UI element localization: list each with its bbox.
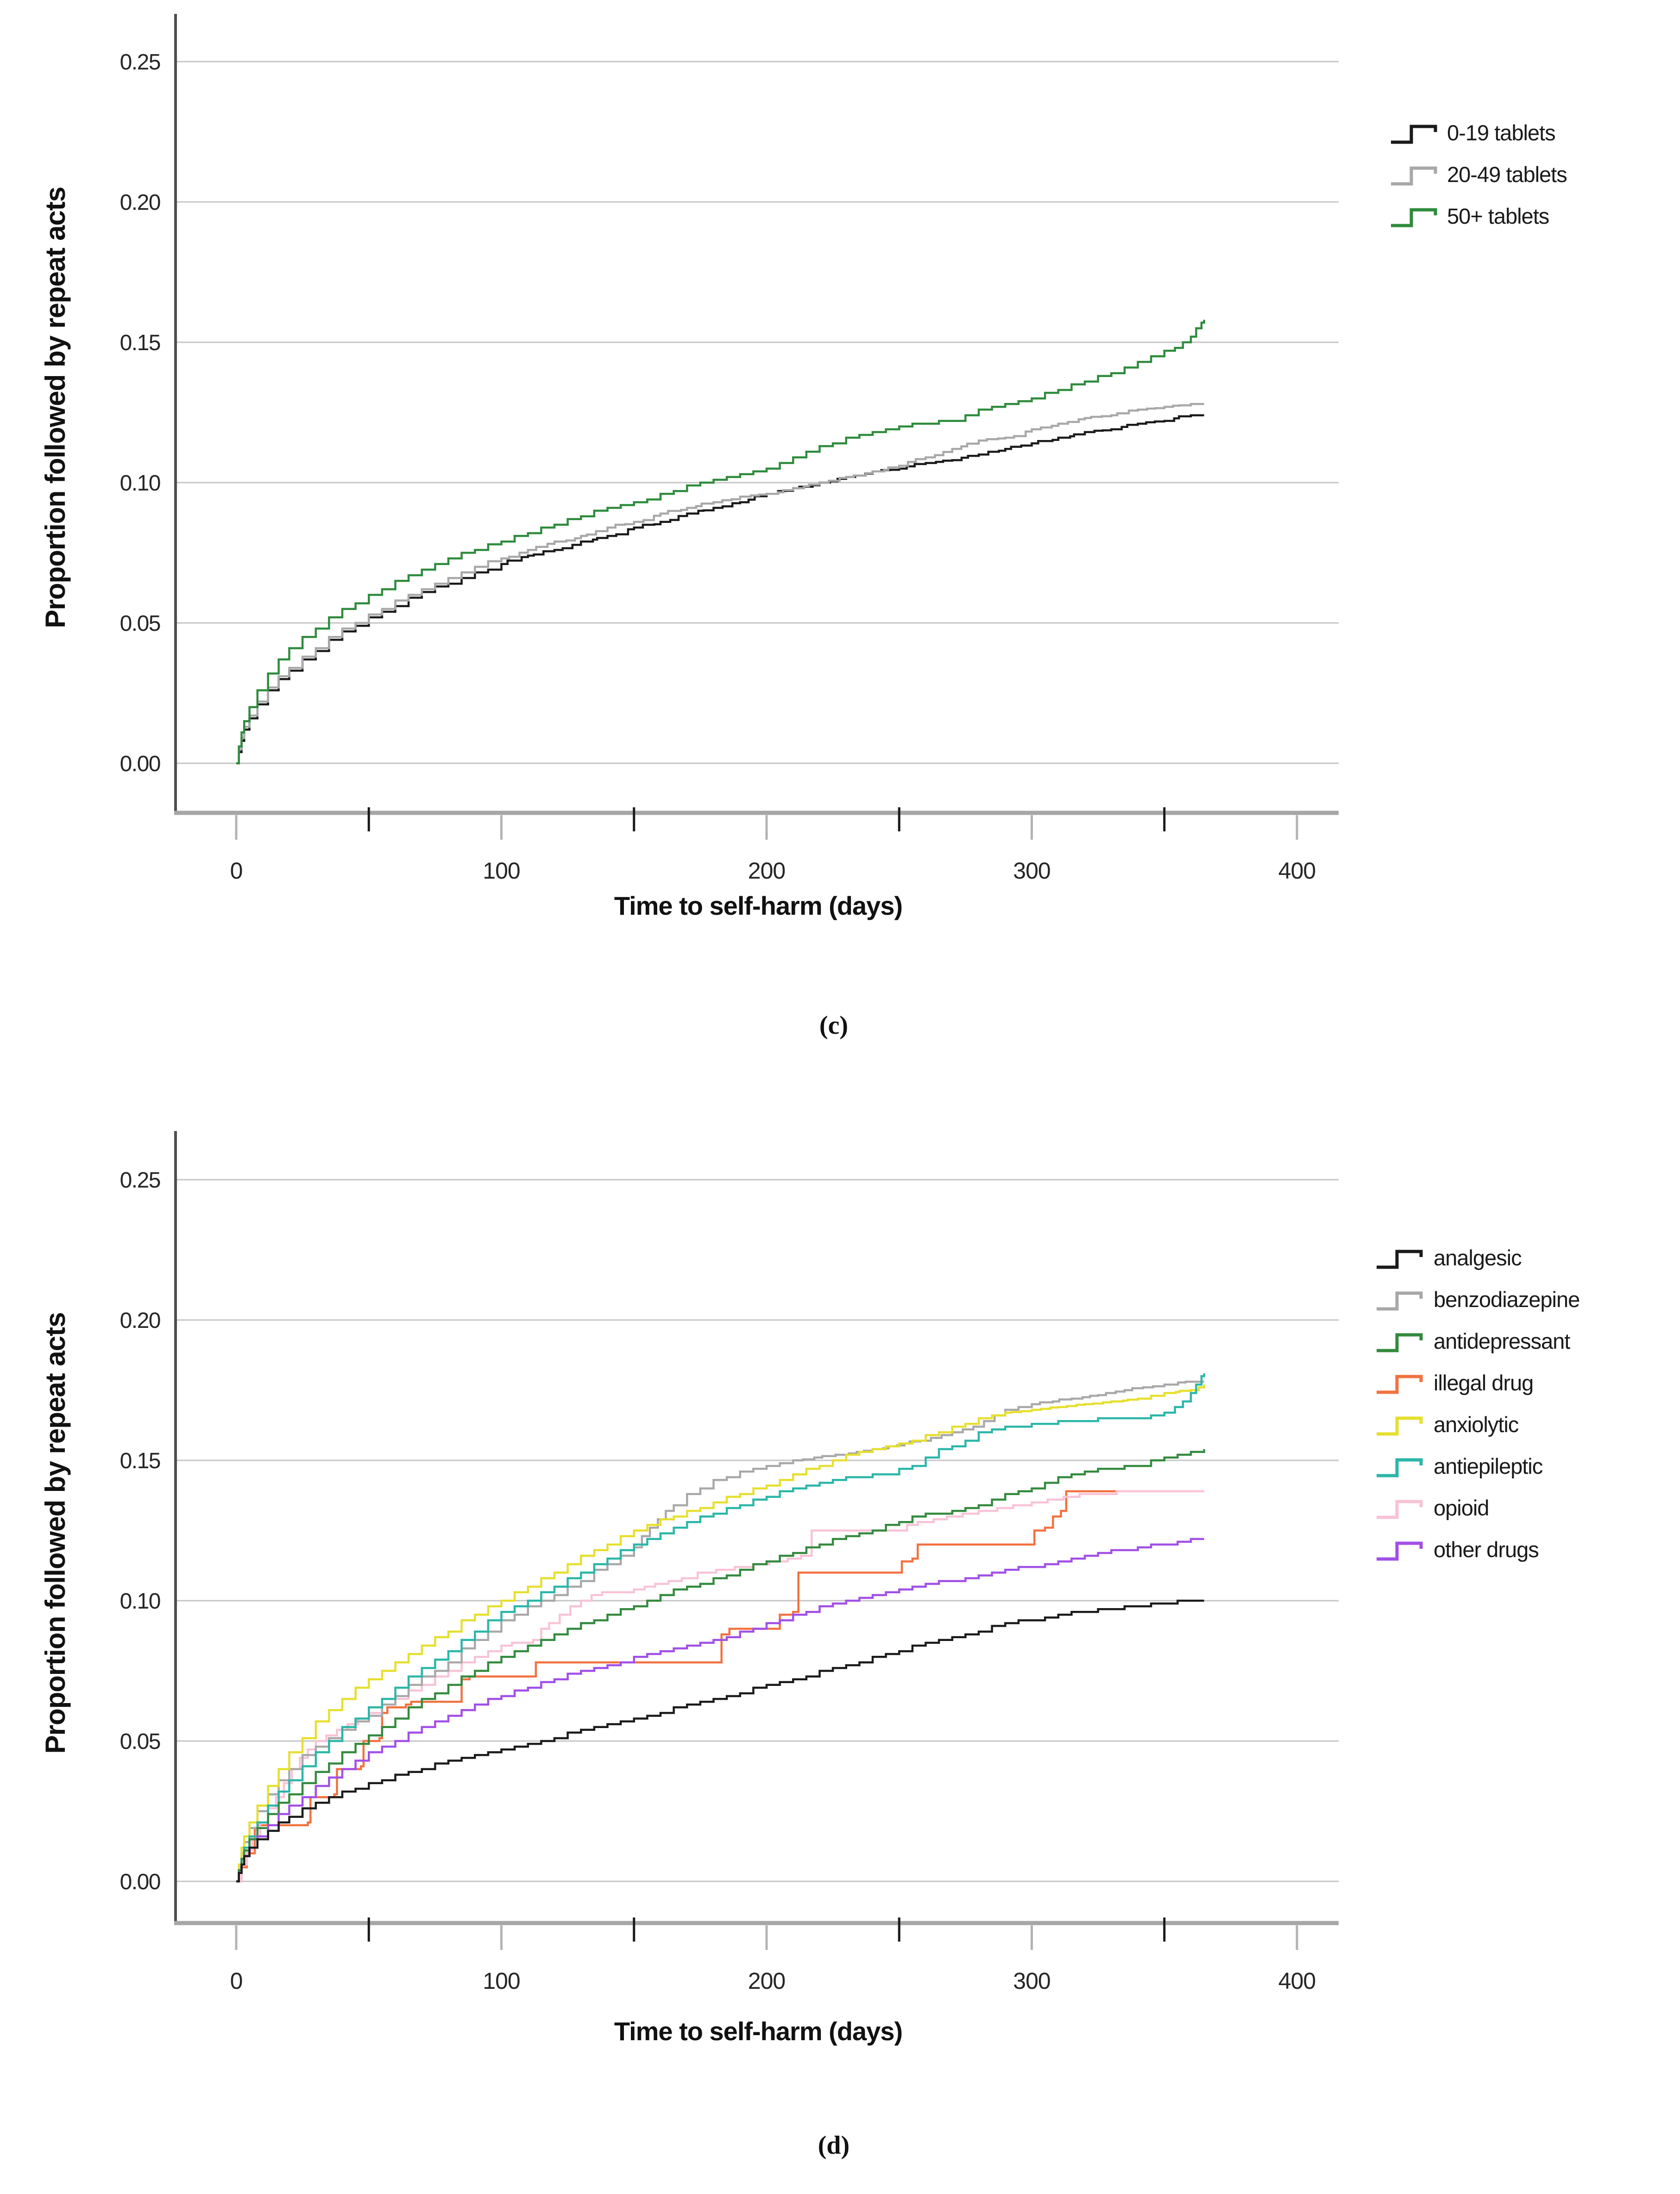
series-line-other-drugs bbox=[236, 1538, 1204, 1883]
legend-label-50-tablets: 50+ tablets bbox=[1447, 204, 1549, 228]
legend-label-antidepressant: antidepressant bbox=[1434, 1329, 1570, 1353]
x-tick-label-100: 100 bbox=[483, 1968, 520, 1994]
legend-label-other-drugs: other drugs bbox=[1434, 1537, 1539, 1562]
legend-item-analgesic: analgesic bbox=[1377, 1245, 1522, 1270]
legend-item-other-drugs: other drugs bbox=[1377, 1537, 1539, 1562]
legend-line-swatch-benzodiazepine bbox=[1377, 1291, 1423, 1311]
legend-label-antiepileptic: antiepileptic bbox=[1434, 1454, 1543, 1478]
y-tick-label-0.25: 0.25 bbox=[120, 1168, 160, 1193]
y-tick-label-0.05: 0.05 bbox=[120, 1729, 160, 1754]
x-axis-title-c: Time to self-harm (days) bbox=[614, 891, 902, 920]
y-tick-label-0.20: 0.20 bbox=[120, 190, 160, 215]
chart-c-tablets-taken: Proportion followed by repeat acts Time … bbox=[40, 14, 1567, 1040]
x-tick-label-300: 300 bbox=[1013, 1968, 1050, 1994]
x-tick-label-100: 100 bbox=[483, 858, 520, 884]
x-tick-label-400: 400 bbox=[1278, 858, 1315, 884]
legend-item-20-49-tablets: 20-49 tablets bbox=[1391, 162, 1567, 187]
legend-label-benzodiazepine: benzodiazepine bbox=[1434, 1287, 1579, 1312]
legend-item-anxiolytic: anxiolytic bbox=[1377, 1412, 1519, 1437]
y-tick-label-0.10: 0.10 bbox=[120, 1589, 160, 1614]
legend-line-swatch-50-tablets bbox=[1391, 208, 1437, 227]
x-tick-label-200: 200 bbox=[748, 858, 785, 884]
legend-label-analgesic: analgesic bbox=[1434, 1245, 1522, 1270]
legend-line-swatch-0-19-tablets bbox=[1391, 125, 1437, 144]
legend-line-swatch-other-drugs bbox=[1377, 1541, 1423, 1561]
caption-d: (d) bbox=[818, 2131, 849, 2160]
legend-label-0-19-tablets: 0-19 tablets bbox=[1447, 120, 1555, 145]
series-line-20-49-tablets bbox=[236, 403, 1204, 765]
legend-line-swatch-illegal-drug bbox=[1377, 1375, 1423, 1394]
series-line-anxiolytic bbox=[236, 1384, 1205, 1883]
legend-item-antiepileptic: antiepileptic bbox=[1377, 1454, 1543, 1478]
series-line-50-tablets bbox=[236, 320, 1205, 765]
series-line-0-19-tablets bbox=[236, 414, 1204, 765]
y-axis-title-d: Proportion followed by repeat acts bbox=[40, 1313, 71, 1754]
legend-item-benzodiazepine: benzodiazepine bbox=[1377, 1287, 1580, 1312]
legend-label-opioid: opioid bbox=[1434, 1496, 1489, 1520]
x-tick-label-0: 0 bbox=[230, 1968, 243, 1994]
x-axis-title-d: Time to self-harm (days) bbox=[614, 2017, 902, 2046]
y-tick-label-0.00: 0.00 bbox=[120, 752, 160, 776]
y-tick-label-0.10: 0.10 bbox=[120, 471, 160, 496]
chart-d-drug-type: Proportion followed by repeat acts Time … bbox=[40, 1131, 1580, 2160]
series-line-illegal-drug bbox=[236, 1490, 1204, 1883]
series-line-analgesic bbox=[236, 1599, 1204, 1883]
legend-item-illegal-drug: illegal drug bbox=[1377, 1370, 1534, 1395]
x-tick-label-200: 200 bbox=[748, 1968, 785, 1994]
legend-line-swatch-opioid bbox=[1377, 1500, 1423, 1519]
series-line-antidepressant bbox=[236, 1449, 1205, 1883]
y-tick-label-0.20: 0.20 bbox=[120, 1308, 160, 1333]
legend-line-swatch-analgesic bbox=[1377, 1250, 1423, 1269]
legend-line-swatch-antidepressant bbox=[1377, 1333, 1423, 1352]
caption-c: (c) bbox=[819, 1011, 848, 1040]
y-tick-label-0.15: 0.15 bbox=[120, 331, 160, 355]
x-tick-label-400: 400 bbox=[1278, 1968, 1315, 1994]
legend-item-opioid: opioid bbox=[1377, 1496, 1489, 1520]
legend-item-0-19-tablets: 0-19 tablets bbox=[1391, 120, 1556, 145]
legend-item-antidepressant: antidepressant bbox=[1377, 1329, 1571, 1353]
series-line-antiepileptic bbox=[236, 1373, 1205, 1883]
legend-label-anxiolytic: anxiolytic bbox=[1434, 1412, 1519, 1437]
x-tick-label-0: 0 bbox=[230, 858, 243, 884]
y-tick-label-0.15: 0.15 bbox=[120, 1449, 160, 1473]
y-axis-title-c: Proportion followed by repeat acts bbox=[40, 187, 71, 629]
legend-line-swatch-anxiolytic bbox=[1377, 1416, 1423, 1436]
legend-label-20-49-tablets: 20-49 tablets bbox=[1447, 162, 1567, 187]
y-tick-label-0.25: 0.25 bbox=[120, 50, 160, 75]
x-tick-label-300: 300 bbox=[1013, 858, 1050, 884]
y-tick-label-0.00: 0.00 bbox=[120, 1870, 160, 1894]
legend-line-swatch-antiepileptic bbox=[1377, 1458, 1423, 1477]
y-tick-label-0.05: 0.05 bbox=[120, 611, 160, 636]
legend-item-50-tablets: 50+ tablets bbox=[1391, 204, 1549, 228]
legend-line-swatch-20-49-tablets bbox=[1391, 166, 1437, 186]
legend-label-illegal-drug: illegal drug bbox=[1434, 1370, 1533, 1395]
